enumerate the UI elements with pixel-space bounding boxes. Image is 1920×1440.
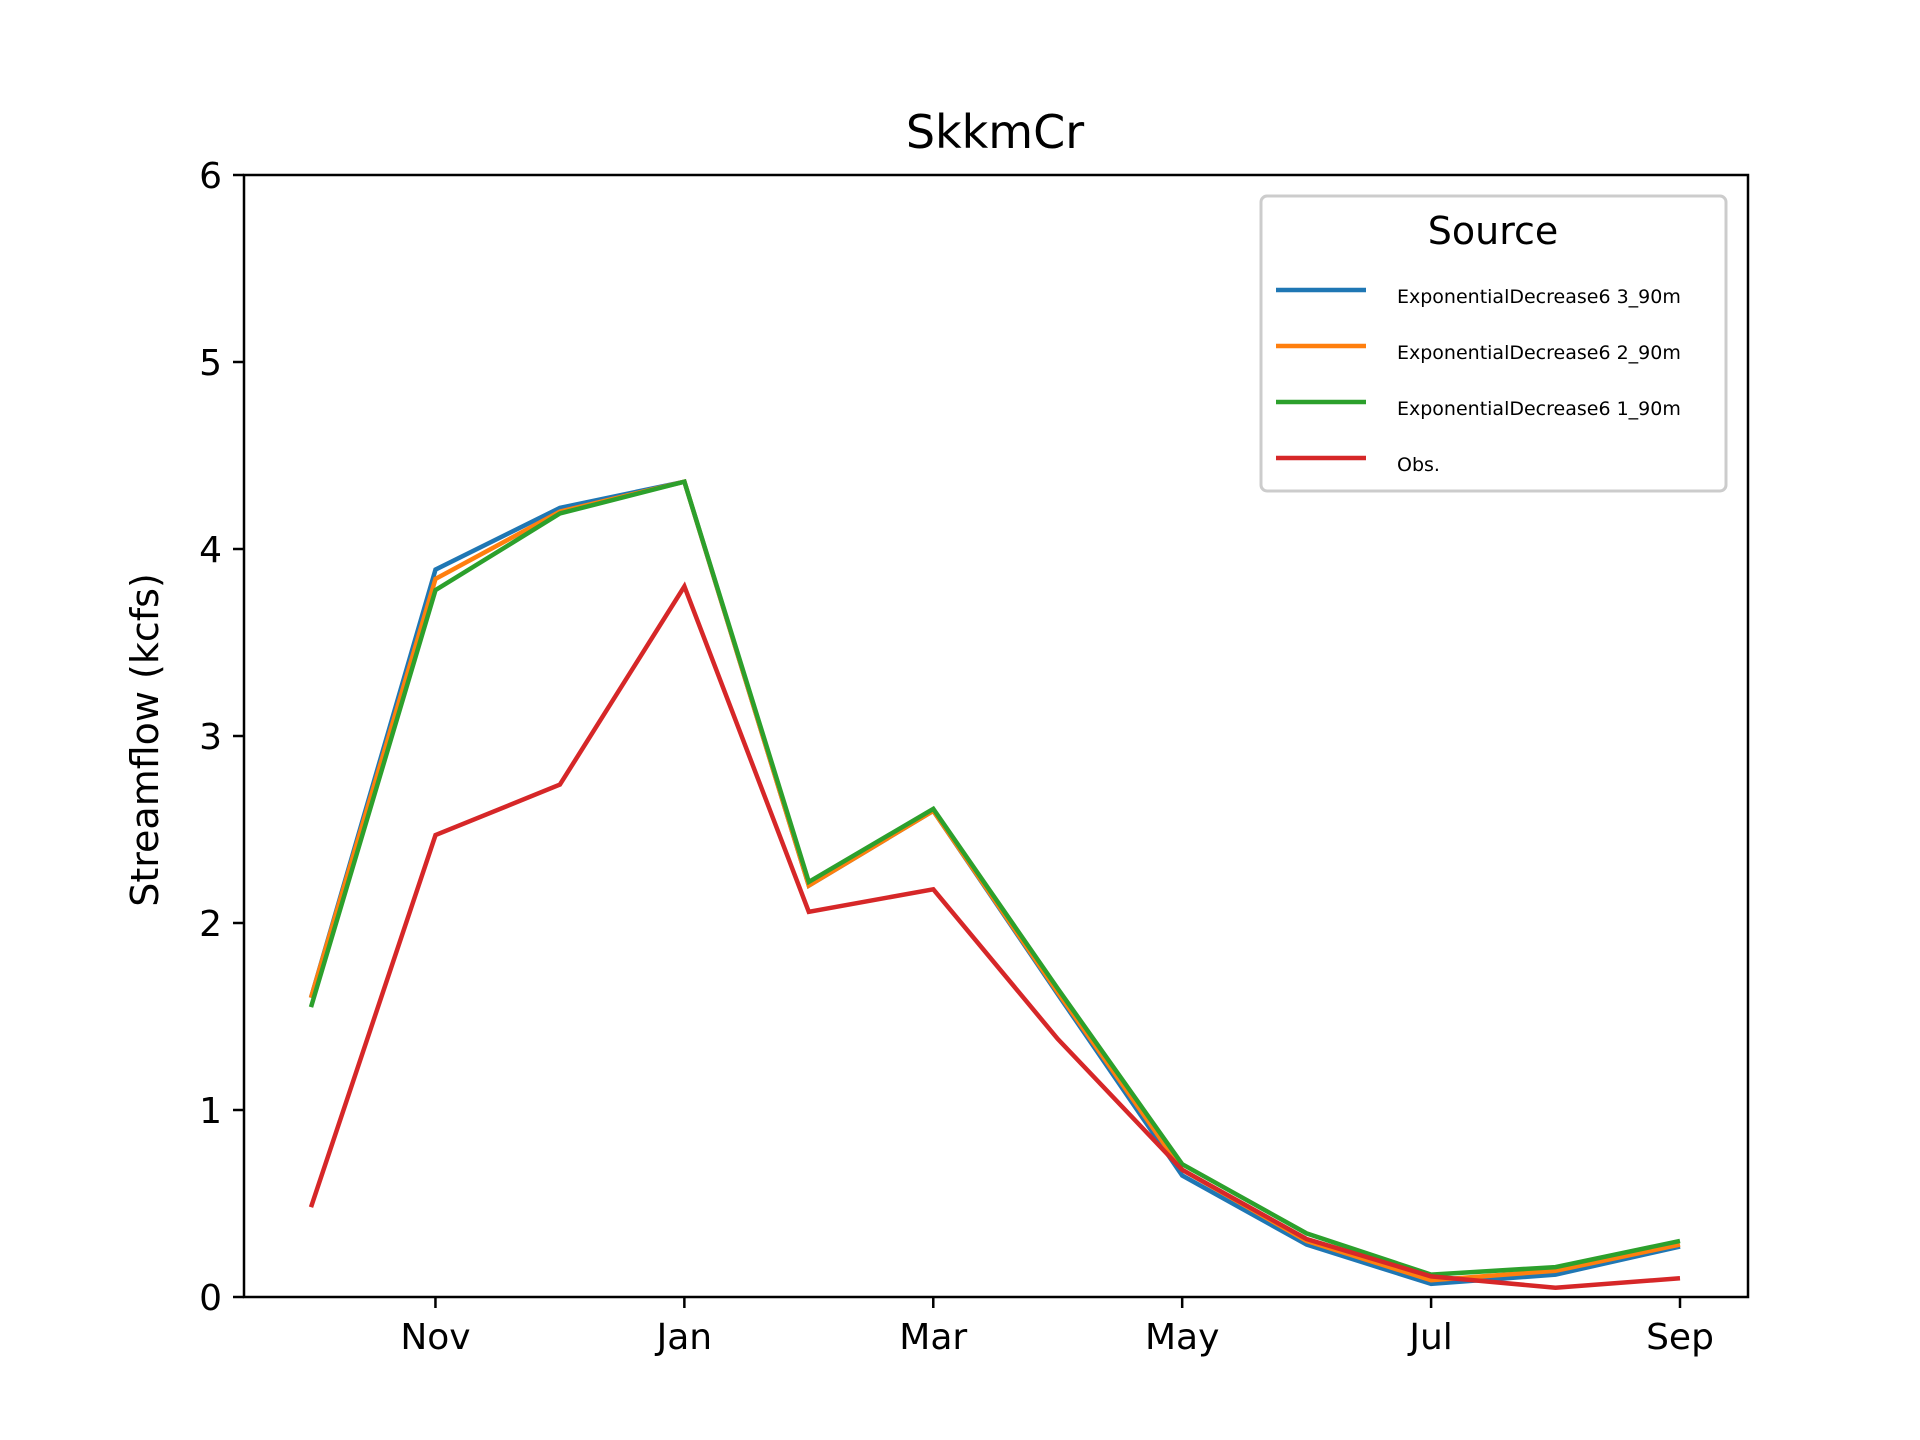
x-tick-label: Mar xyxy=(899,1317,967,1358)
legend-box xyxy=(1259,194,1728,493)
x-tick-label: Sep xyxy=(1646,1317,1714,1358)
x-tick-label: May xyxy=(1145,1317,1219,1358)
legend-title: Source xyxy=(1428,209,1559,253)
x-axis: Nov Jan Mar May Jul Sep xyxy=(400,1297,1714,1358)
legend-label: ExponentialDecrease6 1_90m xyxy=(1397,398,1681,420)
series-line-3 xyxy=(308,581,1681,1290)
chart-title: SkkmCr xyxy=(906,105,1084,159)
x-tick-label: Jan xyxy=(655,1317,713,1358)
legend-label: Obs. xyxy=(1397,454,1440,476)
y-tick-label: 2 xyxy=(199,904,222,945)
x-tick-label: Nov xyxy=(400,1317,470,1358)
y-tick-label: 1 xyxy=(199,1091,222,1132)
y-tick-label: 3 xyxy=(199,717,222,758)
series-lines xyxy=(308,478,1681,1290)
legend: Source ExponentialDecrease6 3_90mExponen… xyxy=(1259,194,1728,493)
legend-items: ExponentialDecrease6 3_90m ExponentialDec… xyxy=(1276,286,1681,476)
y-axis: 0 1 2 3 4 5 6 xyxy=(199,156,244,1319)
y-tick-label: 5 xyxy=(199,343,222,384)
y-tick-label: 0 xyxy=(199,1278,222,1319)
x-tick-label: Jul xyxy=(1407,1317,1452,1358)
series-line-2 xyxy=(308,478,1681,1277)
y-axis-label: Streamflow (kcfs) xyxy=(123,573,167,907)
y-tick-label: 4 xyxy=(199,530,222,571)
y-tick-label: 6 xyxy=(199,156,222,197)
legend-label: ExponentialDecrease6 2_90m xyxy=(1397,342,1681,364)
legend-label: ExponentialDecrease6 3_90m xyxy=(1397,286,1681,308)
